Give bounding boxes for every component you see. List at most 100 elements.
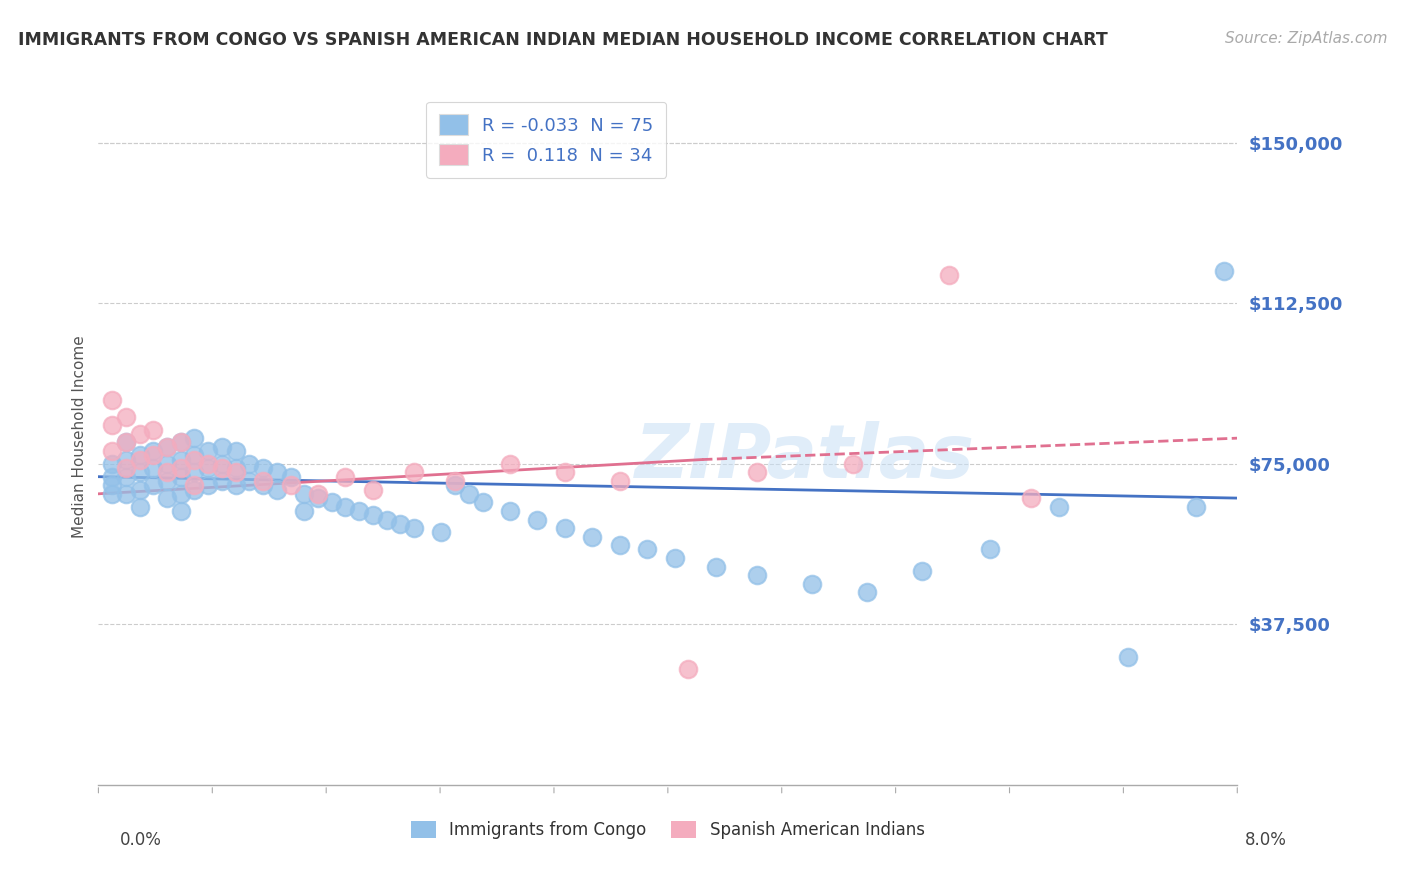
Point <box>170 435 193 450</box>
Text: Source: ZipAtlas.com: Source: ZipAtlas.com <box>1225 31 1388 46</box>
Point <box>581 530 603 544</box>
Point <box>292 504 315 518</box>
Point <box>156 466 179 480</box>
Point <box>856 585 879 599</box>
Point <box>101 392 124 407</box>
Text: 0.0%: 0.0% <box>120 831 162 849</box>
Point <box>170 487 193 501</box>
Point <box>745 568 768 582</box>
Point <box>457 487 479 501</box>
Point <box>115 469 138 483</box>
Point <box>183 431 205 445</box>
Point <box>979 542 1001 557</box>
Point <box>170 461 193 475</box>
Point <box>307 491 329 505</box>
Point <box>307 487 329 501</box>
Point <box>225 466 247 480</box>
Point <box>389 516 412 531</box>
Point <box>115 487 138 501</box>
Point <box>430 525 453 540</box>
Point <box>526 512 548 526</box>
Point <box>101 418 124 433</box>
Point <box>636 542 658 557</box>
Point <box>211 440 233 454</box>
Point <box>170 504 193 518</box>
Point <box>183 452 205 467</box>
Point <box>554 521 576 535</box>
Point <box>183 466 205 480</box>
Point <box>1116 649 1139 664</box>
Point <box>335 469 357 483</box>
Point <box>266 483 288 497</box>
Point <box>142 444 165 458</box>
Point <box>444 478 467 492</box>
Text: 8.0%: 8.0% <box>1244 831 1286 849</box>
Point <box>1047 500 1070 514</box>
Point <box>266 466 288 480</box>
Point <box>115 461 138 475</box>
Point <box>1212 264 1234 278</box>
Point <box>101 469 124 483</box>
Point <box>361 483 384 497</box>
Point <box>128 452 150 467</box>
Point <box>197 444 219 458</box>
Point <box>938 268 960 283</box>
Point <box>128 426 150 441</box>
Point <box>280 478 302 492</box>
Point <box>664 551 686 566</box>
Point <box>252 474 274 488</box>
Point <box>142 448 165 462</box>
Point <box>704 559 727 574</box>
Point <box>225 478 247 492</box>
Point <box>499 457 522 471</box>
Point <box>115 435 138 450</box>
Point <box>156 474 179 488</box>
Point <box>128 483 150 497</box>
Point <box>142 478 165 492</box>
Point <box>335 500 357 514</box>
Point <box>609 474 631 488</box>
Point <box>800 576 823 591</box>
Point <box>211 474 233 488</box>
Point <box>361 508 384 523</box>
Point <box>197 461 219 475</box>
Point <box>197 478 219 492</box>
Point <box>252 461 274 475</box>
Point <box>170 435 193 450</box>
Point <box>183 478 205 492</box>
Point <box>225 444 247 458</box>
Point <box>347 504 370 518</box>
Point <box>499 504 522 518</box>
Point <box>1185 500 1208 514</box>
Point <box>170 469 193 483</box>
Point <box>128 448 150 462</box>
Point <box>115 409 138 424</box>
Y-axis label: Median Household Income: Median Household Income <box>72 335 87 539</box>
Point <box>156 440 179 454</box>
Point <box>842 457 865 471</box>
Point <box>156 491 179 505</box>
Point <box>1021 491 1043 505</box>
Point <box>156 457 179 471</box>
Point <box>471 495 494 509</box>
Point <box>211 461 233 475</box>
Point <box>402 521 425 535</box>
Point <box>183 483 205 497</box>
Point <box>280 469 302 483</box>
Point <box>142 423 165 437</box>
Point <box>197 457 219 471</box>
Point <box>252 478 274 492</box>
Point <box>321 495 343 509</box>
Point <box>238 457 260 471</box>
Point <box>911 564 934 578</box>
Point <box>211 457 233 471</box>
Point <box>745 466 768 480</box>
Point <box>554 466 576 480</box>
Point <box>678 662 700 676</box>
Point <box>101 487 124 501</box>
Point <box>115 435 138 450</box>
Point <box>292 487 315 501</box>
Point <box>444 474 467 488</box>
Text: IMMIGRANTS FROM CONGO VS SPANISH AMERICAN INDIAN MEDIAN HOUSEHOLD INCOME CORRELA: IMMIGRANTS FROM CONGO VS SPANISH AMERICA… <box>18 31 1108 49</box>
Point <box>609 538 631 552</box>
